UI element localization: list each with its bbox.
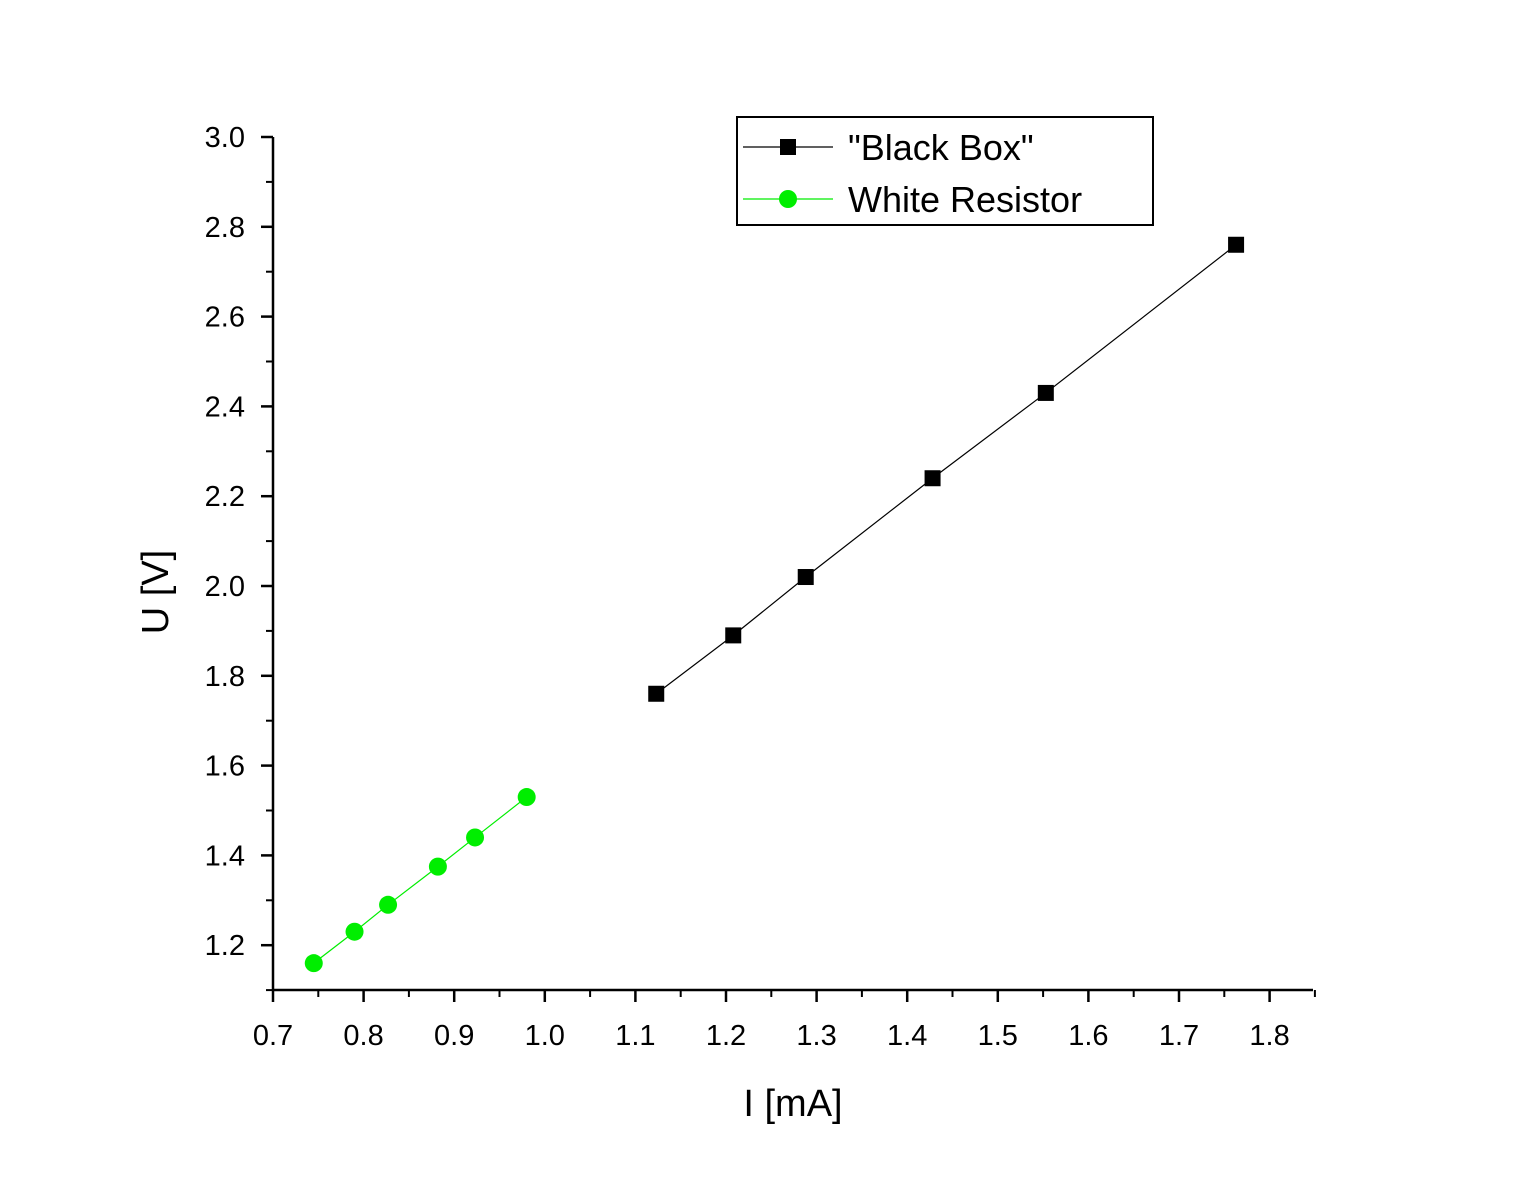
x-tick-label: 1.6 bbox=[1068, 1020, 1108, 1052]
data-point bbox=[517, 788, 536, 807]
x-tick-label: 1.0 bbox=[525, 1020, 565, 1052]
y-tick-label: 1.6 bbox=[205, 751, 245, 783]
data-point bbox=[345, 922, 364, 941]
y-tick-label: 1.8 bbox=[205, 661, 245, 693]
legend-label: "Black Box" bbox=[848, 127, 1034, 168]
data-point bbox=[1037, 384, 1054, 401]
x-tick-label: 0.7 bbox=[253, 1020, 293, 1052]
y-tick-label: 2.0 bbox=[205, 571, 245, 603]
y-tick-label: 2.2 bbox=[205, 481, 245, 513]
series-line bbox=[655, 244, 1237, 695]
legend-marker bbox=[779, 190, 797, 208]
legend-marker bbox=[780, 139, 796, 155]
legend-label: White Resistor bbox=[848, 179, 1082, 220]
x-tick-label: 1.1 bbox=[615, 1020, 655, 1052]
data-point bbox=[648, 685, 665, 702]
series-1 bbox=[304, 788, 536, 973]
data-point bbox=[797, 569, 814, 586]
x-tick-label: 1.7 bbox=[1159, 1020, 1199, 1052]
legend-box bbox=[736, 116, 1154, 226]
x-tick-label: 1.2 bbox=[706, 1020, 746, 1052]
legend-entries: "Black Box" White Resistor bbox=[743, 127, 1082, 220]
x-tick-label: 1.4 bbox=[887, 1020, 927, 1052]
ticks: 0.7 0.8 0.9 1.0 1.1 1.2 1.3 1.4 1.5 1.6 1.7 1.8 1.2 1… bbox=[205, 122, 1316, 1052]
y-tick-label: 1.4 bbox=[205, 840, 245, 872]
data-point bbox=[304, 954, 323, 973]
y-tick-label: 2.4 bbox=[205, 391, 245, 423]
data-point bbox=[924, 470, 941, 487]
x-axis-title: I [mA] bbox=[743, 1083, 842, 1125]
x-tick-label: 1.8 bbox=[1249, 1020, 1289, 1052]
y-axis-title: U [V] bbox=[135, 550, 177, 634]
y-tick-label: 3.0 bbox=[205, 122, 245, 154]
x-tick-label: 0.8 bbox=[343, 1020, 383, 1052]
data-point bbox=[428, 857, 447, 876]
series-line bbox=[313, 796, 528, 964]
series-0 bbox=[648, 236, 1245, 702]
x-tick-label: 1.3 bbox=[796, 1020, 836, 1052]
y-tick-label: 1.2 bbox=[205, 930, 245, 962]
series bbox=[304, 236, 1245, 973]
data-point bbox=[725, 627, 742, 644]
data-point bbox=[379, 895, 398, 914]
legend: "Black Box" White Resistor bbox=[736, 116, 1154, 226]
y-tick-label: 2.6 bbox=[205, 302, 245, 334]
data-point bbox=[466, 828, 485, 847]
y-tick-label: 2.8 bbox=[205, 212, 245, 244]
x-tick-label: 1.5 bbox=[978, 1020, 1018, 1052]
data-point bbox=[1228, 236, 1245, 253]
axes bbox=[271, 137, 1313, 992]
x-tick-label: 0.9 bbox=[434, 1020, 474, 1052]
